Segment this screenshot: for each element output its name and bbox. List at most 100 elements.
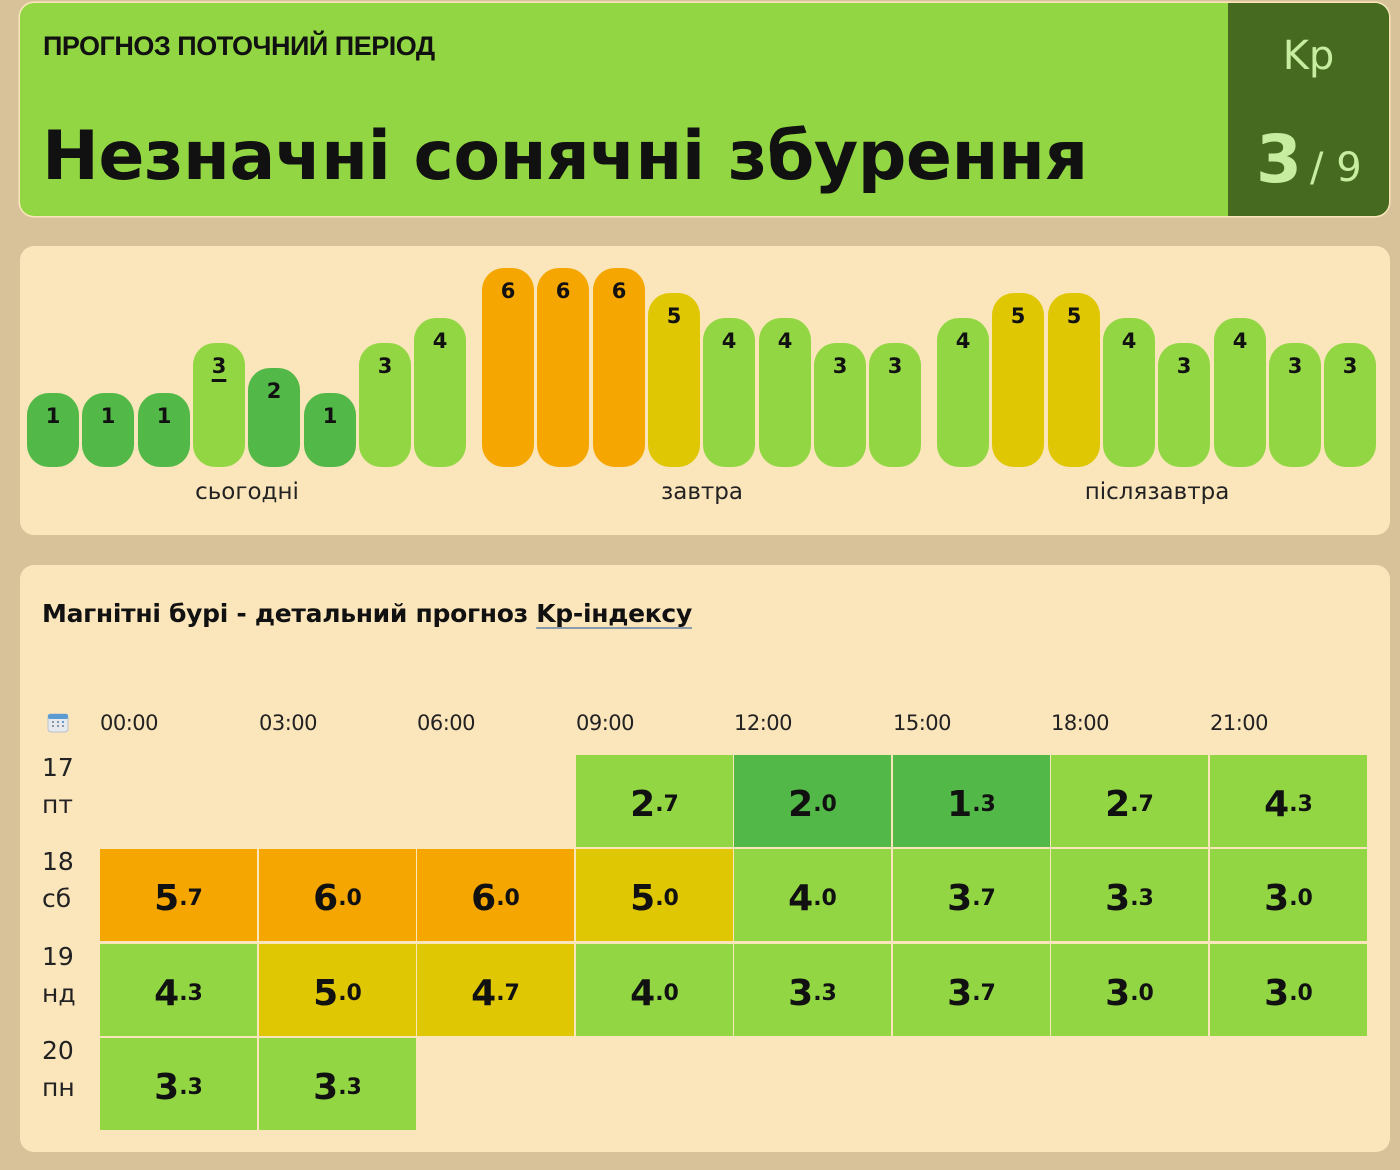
kp-bar-value: 1 [100, 404, 116, 428]
time-column-header: 06:00 [417, 711, 476, 735]
kp-forecast-cell[interactable]: 3.0 [1210, 944, 1367, 1036]
kp-forecast-cell[interactable]: 2.7 [576, 755, 733, 847]
kp-decimal-part: .7 [972, 885, 996, 911]
kp-bar[interactable]: 3 [359, 343, 411, 467]
kp-bar[interactable]: 4 [414, 318, 466, 467]
kp-forecast-cell[interactable]: 3.3 [734, 944, 891, 1036]
kp-integer-part: 2 [1105, 783, 1131, 825]
weekday: сб [42, 884, 72, 913]
kp-bar[interactable]: 3 [193, 343, 245, 467]
current-period-banner: ПРОГНОЗ ПОТОЧНИЙ ПЕРІОД Незначні сонячні… [20, 3, 1389, 216]
kp-bar-value: 3 [1342, 354, 1358, 378]
kp-bar[interactable]: 4 [1214, 318, 1266, 467]
kp-index-link[interactable]: Kp-індексу [536, 599, 692, 628]
kp-forecast-cell[interactable]: 5.0 [576, 849, 733, 941]
kp-decimal-part: .3 [179, 980, 203, 1006]
kp-bar-value: 6 [555, 279, 571, 303]
kp-bar[interactable]: 3 [1269, 343, 1321, 467]
kp-integer-part: 6 [313, 877, 339, 919]
kp-bar-value: 1 [45, 404, 61, 428]
kp-forecast-cell[interactable]: 3.3 [100, 1038, 257, 1130]
kp-decimal-part: .0 [338, 980, 362, 1006]
title-prefix: Магнітні бурі - детальний прогноз [42, 599, 537, 628]
kp-bar-value: 6 [500, 279, 516, 303]
time-column-header: 12:00 [734, 711, 793, 735]
kp-forecast-cell[interactable]: 4.0 [576, 944, 733, 1036]
kp-bar[interactable]: 4 [937, 318, 989, 467]
kp-bar[interactable]: 1 [138, 393, 190, 467]
kp-bar[interactable]: 3 [1158, 343, 1210, 467]
kp-forecast-cell[interactable]: 6.0 [259, 849, 416, 941]
date-row-label: 19 нд [42, 938, 76, 1012]
kp-decimal-part: .7 [179, 885, 203, 911]
time-column-header: 09:00 [576, 711, 635, 735]
kp-bar[interactable]: 4 [1103, 318, 1155, 467]
kp-forecast-cell[interactable]: 1.3 [893, 755, 1050, 847]
kp-bar[interactable]: 1 [304, 393, 356, 467]
kp-forecast-cell[interactable]: 4.0 [734, 849, 891, 941]
kp-label: Kp [1282, 33, 1335, 79]
kp-forecast-cell[interactable]: 3.7 [893, 944, 1050, 1036]
kp-bar-value: 2 [266, 379, 282, 403]
detailed-forecast-title: Магнітні бурі - детальний прогноз Kp-інд… [42, 599, 692, 628]
kp-index-box: Kp 3 / 9 [1228, 3, 1389, 216]
kp-bar[interactable]: 5 [992, 293, 1044, 467]
kp-decimal-part: .3 [338, 1074, 362, 1100]
kp-bar[interactable]: 6 [593, 268, 645, 467]
day-number: 20 [42, 1036, 74, 1065]
kp-forecast-cell[interactable]: 3.3 [1051, 849, 1208, 941]
kp-bar-value: 3 [211, 354, 227, 378]
kp-integer-part: 6 [471, 877, 497, 919]
kp-integer-part: 3 [154, 1066, 180, 1108]
kp-forecast-cell[interactable]: 3.3 [259, 1038, 416, 1130]
kp-decimal-part: .7 [972, 980, 996, 1006]
kp-forecast-cell[interactable]: 3.0 [1051, 944, 1208, 1036]
kp-integer-part: 4 [1264, 783, 1290, 825]
kp-forecast-cell[interactable]: 4.3 [1210, 755, 1367, 847]
kp-bar[interactable]: 3 [814, 343, 866, 467]
kp-forecast-cell[interactable]: 3.0 [1210, 849, 1367, 941]
kp-decimal-part: .0 [813, 791, 837, 817]
kp-decimal-part: .0 [1289, 980, 1313, 1006]
kp-bar[interactable]: 1 [27, 393, 79, 467]
kp-bar-value: 6 [611, 279, 627, 303]
weekday: нд [42, 979, 76, 1008]
kp-bar[interactable]: 6 [537, 268, 589, 467]
kp-bar[interactable]: 4 [703, 318, 755, 467]
date-row-label: 18 сб [42, 843, 74, 917]
kp-bar[interactable]: 5 [648, 293, 700, 467]
time-column-header: 00:00 [100, 711, 159, 735]
kp-integer-part: 3 [313, 1066, 339, 1108]
kp-integer-part: 3 [1105, 877, 1131, 919]
kp-forecast-cell[interactable]: 4.7 [417, 944, 574, 1036]
day-label: завтра [661, 479, 743, 505]
kp-decimal-part: .0 [1289, 885, 1313, 911]
kp-bar-value: 4 [432, 329, 448, 353]
banner-kicker: ПРОГНОЗ ПОТОЧНИЙ ПЕРІОД [43, 31, 435, 61]
kp-bar[interactable]: 5 [1048, 293, 1100, 467]
kp-bar[interactable]: 2 [248, 368, 300, 467]
kp-decimal-part: .0 [655, 885, 679, 911]
kp-bar[interactable]: 1 [82, 393, 134, 467]
kp-bar[interactable]: 3 [1324, 343, 1376, 467]
kp-forecast-cell[interactable]: 5.7 [100, 849, 257, 941]
kp-forecast-cell[interactable]: 2.7 [1051, 755, 1208, 847]
kp-integer-part: 3 [947, 877, 973, 919]
kp-bar[interactable]: 6 [482, 268, 534, 467]
time-column-header: 03:00 [259, 711, 318, 735]
kp-integer-part: 4 [788, 877, 814, 919]
kp-bar[interactable]: 3 [869, 343, 921, 467]
kp-integer-part: 3 [788, 972, 814, 1014]
kp-forecast-cell[interactable]: 4.3 [100, 944, 257, 1036]
kp-forecast-cell[interactable]: 2.0 [734, 755, 891, 847]
kp-decimal-part: .3 [813, 980, 837, 1006]
kp-forecast-cell[interactable]: 5.0 [259, 944, 416, 1036]
kp-forecast-cell[interactable]: 3.7 [893, 849, 1050, 941]
date-row-label: 20 пн [42, 1032, 75, 1106]
kp-integer-part: 4 [154, 972, 180, 1014]
kp-decimal-part: .0 [496, 885, 520, 911]
kp-forecast-cell[interactable]: 6.0 [417, 849, 574, 941]
kp-bar[interactable]: 4 [759, 318, 811, 467]
day-label: післязавтра [1084, 479, 1230, 505]
calendar-icon [47, 713, 69, 733]
